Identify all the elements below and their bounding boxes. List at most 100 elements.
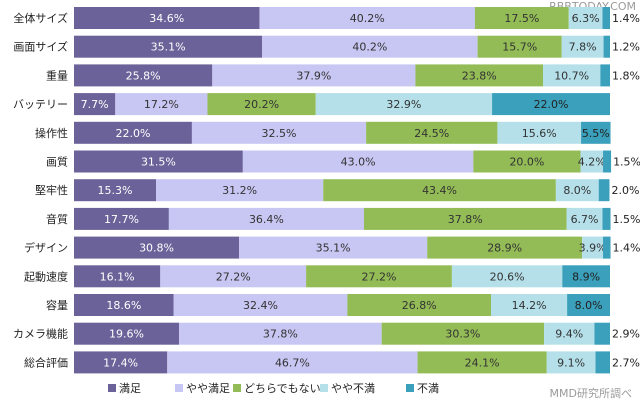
legend-swatch (108, 384, 116, 392)
data-label: 5.5% (582, 127, 610, 140)
bar-segment (74, 322, 180, 345)
bar-segment (415, 64, 543, 87)
data-label: 37.9% (296, 69, 331, 82)
bar-segment (594, 322, 610, 345)
data-label: 1.8% (612, 69, 640, 82)
bar-segment (74, 64, 213, 87)
data-label: 9.1% (557, 356, 585, 369)
legend-label: 満足 (119, 382, 141, 395)
bar-segment (74, 179, 157, 202)
data-label: 16.1% (100, 270, 135, 283)
bar-segment (603, 35, 610, 58)
bar-segment (74, 265, 161, 288)
category-label: バッテリー (13, 98, 68, 111)
bar-segment (566, 207, 603, 230)
data-label: 2.9% (612, 328, 640, 341)
bar-segment (347, 294, 492, 316)
bar-segment (582, 236, 604, 259)
bar-segment (602, 7, 610, 29)
data-label: 46.7% (275, 356, 310, 369)
bar-segment (315, 93, 493, 116)
bar-segment (580, 150, 604, 173)
data-label: 24.5% (414, 127, 449, 140)
bar-segment (156, 179, 324, 202)
data-label: 4.2% (578, 156, 606, 169)
bar-segment (74, 93, 116, 116)
data-label: 37.8% (263, 328, 298, 341)
bar-segment (323, 179, 556, 202)
bar-segment (595, 351, 610, 374)
legend-label: 不満 (417, 382, 439, 395)
bar-segment (74, 351, 168, 374)
bar-segment (207, 93, 316, 116)
bar-segment (477, 35, 562, 58)
category-label: デザイン (24, 241, 68, 255)
data-label: 6.3% (572, 12, 600, 25)
data-label: 32.5% (262, 127, 297, 140)
legend-swatch (233, 384, 241, 392)
category-label: 堅牢性 (35, 183, 68, 197)
data-label: 19.6% (109, 328, 144, 341)
bar-segment (242, 150, 474, 173)
bar-segment (179, 322, 382, 345)
bar-segment (168, 207, 364, 230)
category-label: 総合評価 (24, 355, 68, 369)
bar-segment (74, 121, 192, 144)
data-label: 30.8% (139, 242, 174, 255)
data-label: 43.0% (341, 156, 376, 169)
bar-segment (160, 265, 307, 288)
bar-segment (306, 265, 452, 288)
data-label: 27.2% (362, 270, 397, 283)
bar-segment (173, 294, 348, 316)
bar-segment (74, 35, 263, 58)
data-label: 24.1% (465, 356, 500, 369)
data-label: 17.4% (103, 356, 138, 369)
data-label: 20.0% (509, 156, 544, 169)
bar-segment (366, 121, 498, 144)
bar-segment (598, 179, 610, 202)
data-label: 1.2% (612, 41, 640, 54)
data-label: 17.7% (104, 213, 139, 226)
bar-segment (167, 351, 418, 374)
bar-segment (555, 179, 599, 202)
data-label: 1.5% (613, 213, 640, 226)
data-label: 8.0% (563, 184, 591, 197)
data-label: 35.1% (316, 242, 351, 255)
data-label: 7.7% (81, 98, 109, 111)
bar-segment (567, 294, 610, 316)
data-label: 1.4% (613, 242, 640, 255)
bar-segment (74, 294, 174, 316)
data-label: 26.8% (402, 299, 437, 312)
data-label: 14.2% (512, 299, 547, 312)
data-label: 17.5% (504, 12, 539, 25)
data-label: 9.4% (555, 328, 583, 341)
bar-segment (212, 64, 416, 87)
bar-segment (74, 7, 260, 29)
data-label: 2.0% (611, 184, 639, 197)
bar-segment (544, 322, 595, 345)
bar-segment (561, 35, 604, 58)
bar-segment (115, 93, 208, 116)
data-label: 22.0% (115, 127, 150, 140)
bar-segment (381, 322, 545, 345)
data-label: 3.9% (579, 242, 607, 255)
bar-segment (239, 236, 428, 259)
bar-segment (492, 93, 610, 116)
data-label: 35.1% (151, 41, 186, 54)
bar-segment (473, 150, 581, 173)
data-label: 40.2% (350, 12, 385, 25)
bar-segment (603, 150, 612, 173)
data-label: 15.7% (502, 41, 537, 54)
bar-segment (497, 121, 582, 144)
category-label: 全体サイズ (13, 11, 68, 25)
bar-segment (562, 265, 610, 288)
data-label: 27.2% (216, 270, 251, 283)
data-label: 8.0% (575, 299, 603, 312)
bar-segment (363, 207, 567, 230)
bar-segment (602, 207, 611, 230)
legend-label: どちらでもない (244, 382, 321, 395)
data-label: 31.5% (141, 156, 176, 169)
category-label: 画面サイズ (13, 40, 68, 54)
bar-segment (543, 64, 601, 87)
